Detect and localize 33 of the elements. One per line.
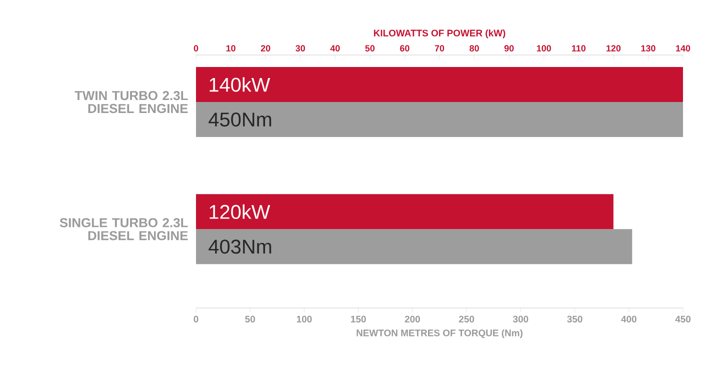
x-tick-label: 300 (512, 316, 528, 322)
x-tick-label: 200 (404, 316, 420, 322)
x2-tick-label: 110 (572, 45, 586, 52)
x-tick-label: 150 (351, 316, 366, 322)
data-label: 450Nm (208, 112, 272, 127)
x-tick-label: 250 (458, 316, 474, 322)
y-tick-label: TWIN TURBO 2.3L DIESEL ENGINE (74, 90, 188, 114)
x2-tick-label: 20 (260, 45, 270, 52)
x-tick-label: 450 (675, 316, 691, 322)
x2-tick-label: 10 (226, 45, 236, 52)
x2-tick-label: 80 (470, 45, 479, 52)
x-tick-label: 400 (621, 316, 636, 322)
x2-tick-label: 120 (606, 45, 621, 52)
data-label: 120kW (210, 204, 270, 219)
x2-tick-label: 60 (400, 45, 410, 52)
x2-tick-label: 100 (536, 45, 551, 52)
x2-tick-label: 90 (504, 45, 514, 52)
x-tick-label: 0 (194, 316, 198, 322)
x2-axis-title: KILOWATTS OF POWER (kW) (374, 29, 506, 38)
x2-tick-label: 70 (434, 45, 444, 52)
data-label: 403Nm (208, 240, 272, 254)
x-tick-label: 50 (245, 316, 255, 322)
data-label: 140kW (210, 77, 270, 92)
x2-tick-label: 130 (641, 45, 656, 52)
x2-tick-label: 40 (330, 45, 340, 52)
x2-tick-label: 140 (676, 45, 690, 52)
x2-tick-label: 0 (194, 45, 198, 52)
y-tick-label: SINGLE TURBO 2.3L DIESEL ENGINE (60, 218, 188, 240)
x2-tick-label: 50 (365, 45, 375, 52)
x-axis-title: NEWTON METRES OF TORQUE (Nm) (356, 329, 522, 338)
x2-tick-label: 30 (296, 45, 305, 52)
x-tick-label: 100 (296, 316, 312, 322)
x-tick-label: 350 (567, 316, 582, 322)
